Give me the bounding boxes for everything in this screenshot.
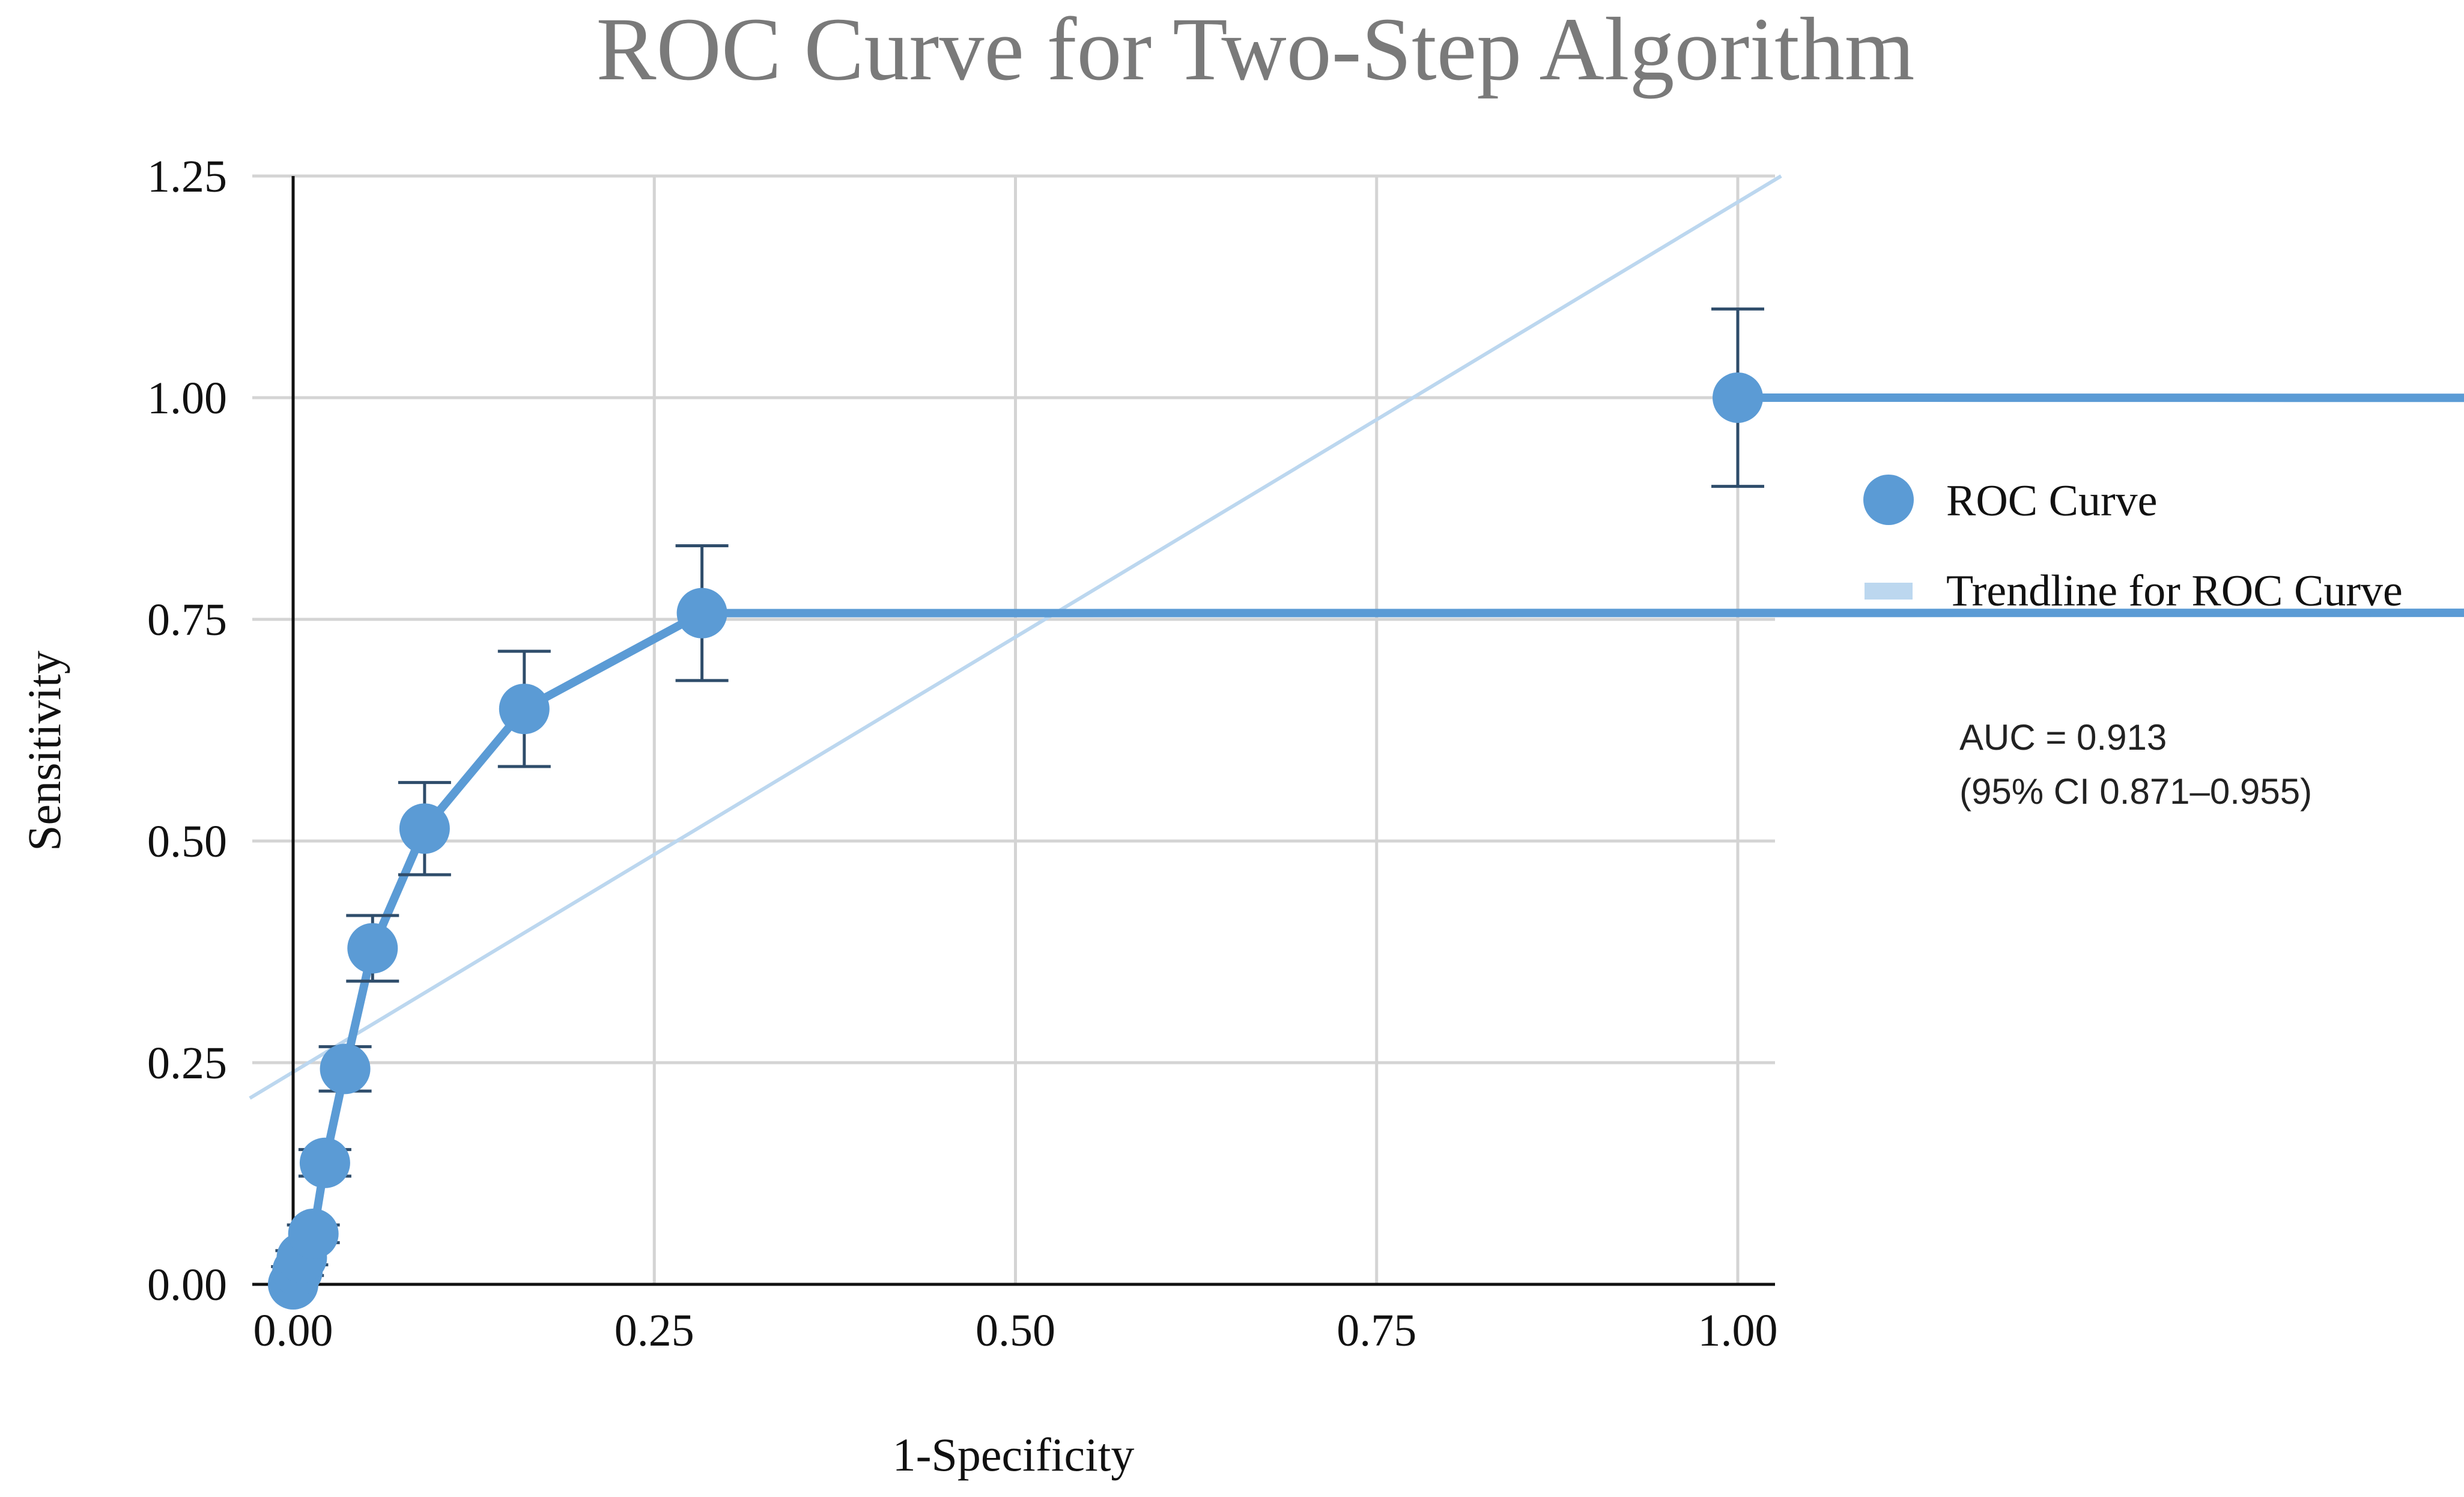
auc-value: AUC = 0.913 bbox=[1959, 717, 2167, 758]
axes bbox=[252, 176, 1775, 1290]
auc-confidence-interval: (95% CI 0.871–0.955) bbox=[1959, 771, 2312, 812]
roc-point bbox=[499, 684, 550, 735]
y-tick-label: 0.50 bbox=[147, 816, 227, 867]
trendline-layer bbox=[249, 174, 1782, 1100]
legend-roc-label: ROC Curve bbox=[1946, 476, 2158, 526]
legend-trendline-swatch bbox=[1865, 583, 1913, 600]
legend-roc-marker bbox=[1863, 475, 1914, 525]
x-tick-label: 0.75 bbox=[1337, 1305, 1416, 1356]
y-tick-label: 1.25 bbox=[147, 151, 227, 202]
chart-title: ROC Curve for Two-Step Algorithm bbox=[596, 0, 1915, 99]
y-tick-label: 0.75 bbox=[147, 595, 227, 645]
auc-annotation: AUC = 0.913 (95% CI 0.871–0.955) bbox=[1959, 717, 2312, 812]
roc-point bbox=[299, 1137, 350, 1188]
roc-point bbox=[399, 803, 450, 854]
legend: ROC Curve Trendline for ROC Curve bbox=[1863, 475, 2403, 616]
legend-trendline-label: Trendline for ROC Curve bbox=[1946, 566, 2403, 616]
roc-series bbox=[268, 307, 2464, 1310]
tick-labels: 0.00 0.25 0.50 0.75 1.00 1.25 0.00 0.25 0.50 0.75… bbox=[147, 151, 1778, 1356]
gridlines bbox=[252, 174, 1775, 1284]
x-tick-label: 0.50 bbox=[976, 1305, 1055, 1356]
y-tick-label: 0.25 bbox=[147, 1038, 227, 1089]
y-tick-label: 0.00 bbox=[147, 1260, 227, 1310]
x-tick-label: 1.00 bbox=[1698, 1305, 1778, 1356]
y-axis-label: Sensitivity bbox=[18, 651, 70, 851]
x-tick-label: 0.25 bbox=[614, 1305, 694, 1356]
y-tick-label: 1.00 bbox=[147, 373, 227, 424]
roc-point bbox=[320, 1043, 371, 1095]
roc-point bbox=[1713, 372, 1763, 423]
roc-point bbox=[676, 588, 727, 639]
trendline bbox=[249, 174, 1782, 1100]
x-axis-label: 1-Specificity bbox=[893, 1429, 1135, 1481]
x-tick-label: 0.00 bbox=[253, 1305, 333, 1356]
roc-point bbox=[288, 1208, 339, 1259]
roc-point bbox=[347, 923, 398, 974]
